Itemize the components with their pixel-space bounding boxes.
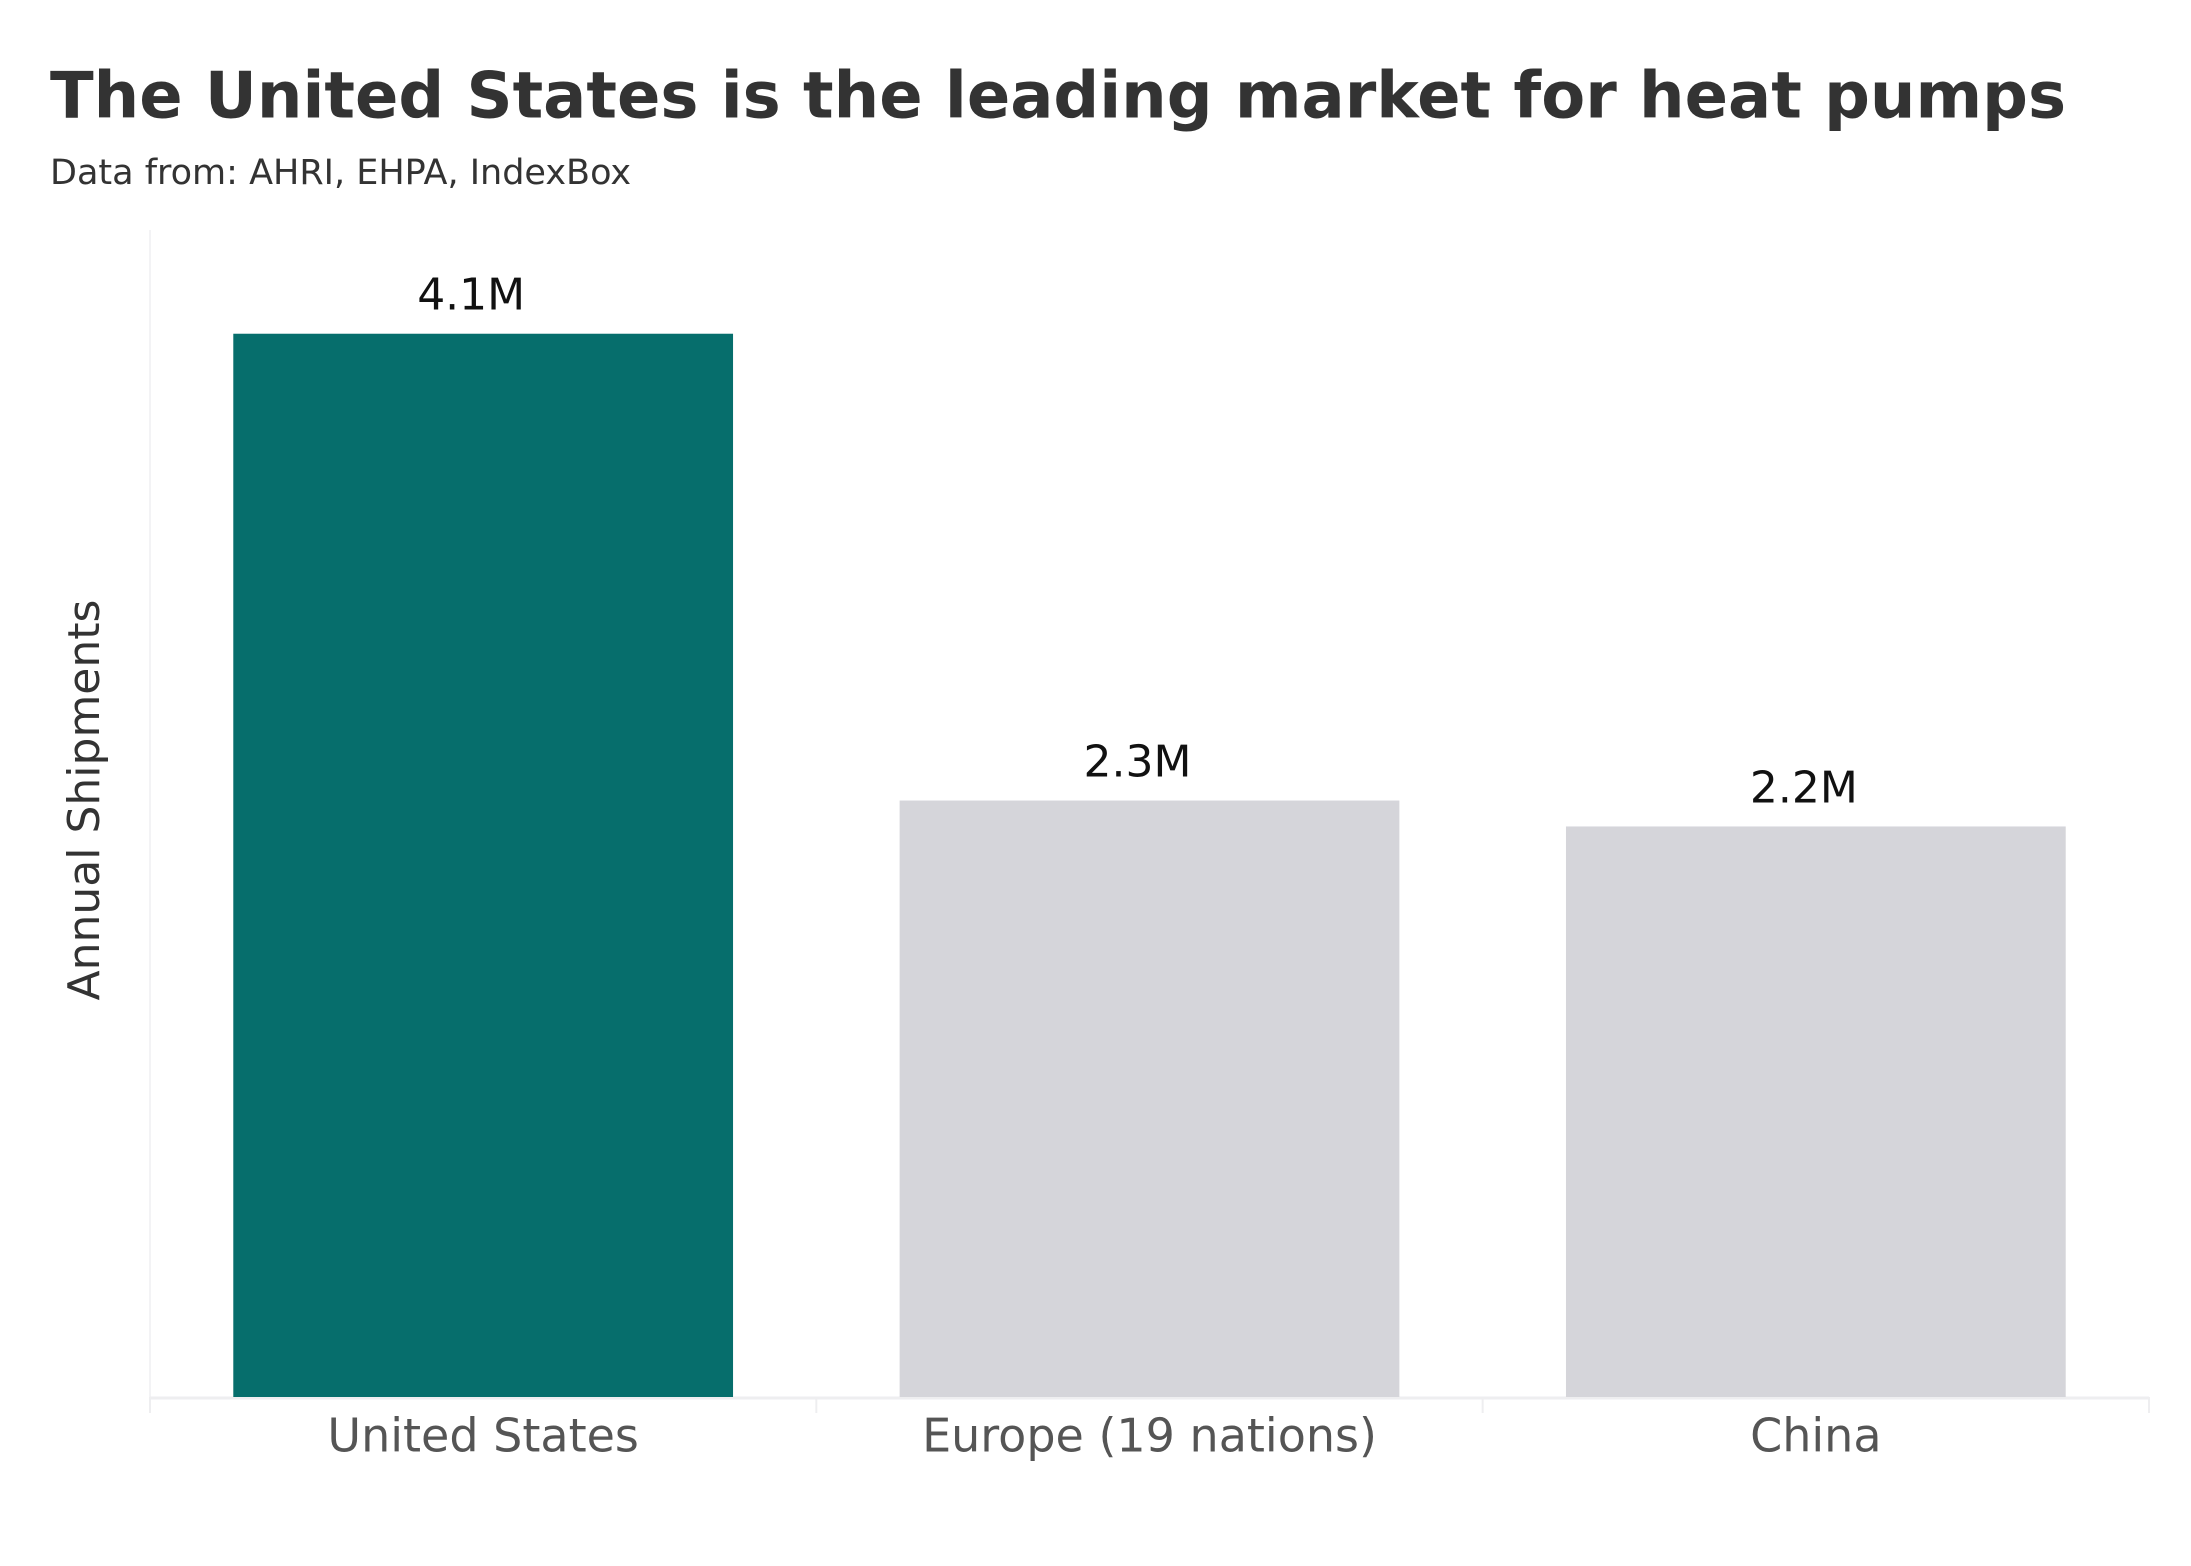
x-tick-label: China (1750, 1409, 1881, 1463)
chart-subtitle: Data from: AHRI, EHPA, IndexBox (50, 153, 631, 193)
value-label: 2.3M (1084, 737, 1192, 788)
bar (899, 800, 1400, 1397)
chart-title: The United States is the leading market … (50, 60, 2066, 134)
bar (233, 333, 734, 1397)
value-label: 2.2M (1750, 762, 1858, 813)
x-tick-label: Europe (19 nations) (922, 1409, 1377, 1463)
y-axis-label: Annual Shipments (59, 600, 110, 1001)
x-tick-label: United States (327, 1409, 639, 1463)
value-label: 4.1M (417, 270, 525, 321)
bar (1565, 826, 2066, 1397)
